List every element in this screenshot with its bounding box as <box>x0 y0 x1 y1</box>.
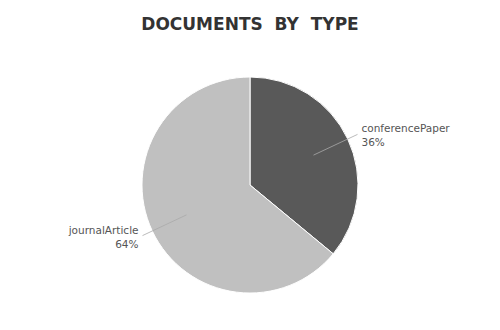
slice-label: journalArticle <box>68 224 139 236</box>
slice-label: conferencePaper <box>361 122 450 134</box>
slice-value-label: 36% <box>361 136 384 148</box>
pie <box>142 77 358 293</box>
leader-line <box>143 215 187 236</box>
chart-svg: DOCUMENTS BY TYPE conferencePaper 36% journ… <box>0 0 500 330</box>
leader-line <box>314 134 358 155</box>
slice-value-label: 64% <box>115 238 138 250</box>
slice-labels: conferencePaper 36% journalArticle 64% <box>68 122 451 249</box>
chart-container: DOCUMENTS BY TYPE conferencePaper 36% journ… <box>0 0 500 330</box>
pie-slice <box>142 77 333 293</box>
title: DOCUMENTS BY TYPE <box>141 14 358 34</box>
